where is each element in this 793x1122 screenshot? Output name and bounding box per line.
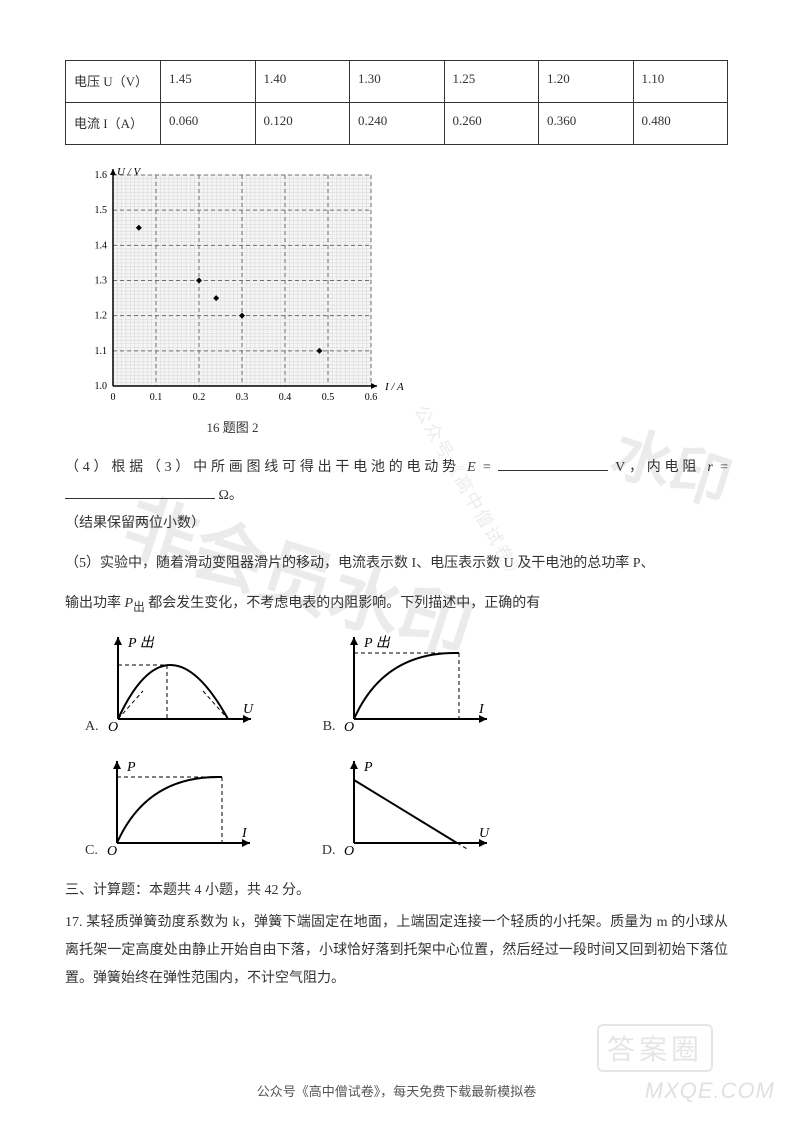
option-label: B. bbox=[323, 719, 336, 741]
svg-text:O: O bbox=[344, 844, 354, 859]
svg-text:I / A: I / A bbox=[384, 381, 404, 393]
svg-text:O: O bbox=[344, 720, 354, 735]
svg-text:1.6: 1.6 bbox=[95, 170, 108, 181]
svg-text:P 出: P 出 bbox=[127, 635, 155, 651]
option-chart-svg: O P 出 I bbox=[339, 631, 499, 741]
cell: 1.30 bbox=[350, 61, 445, 103]
q4-unit-ohm: Ω。 bbox=[219, 488, 243, 503]
grid-scatter-chart: 0 0.1 0.2 0.3 0.4 0.5 0.6 1.0 1.1 1.2 1.3 1.4 1.5 1.6… bbox=[75, 163, 728, 436]
svg-text:1.0: 1.0 bbox=[95, 381, 108, 392]
svg-text:U: U bbox=[243, 702, 254, 717]
cell: 1.25 bbox=[444, 61, 539, 103]
chart-caption: 16 题图 2 bbox=[85, 417, 380, 436]
option-chart-svg: O P I bbox=[102, 755, 262, 865]
cell: 0.120 bbox=[255, 103, 350, 145]
cell: 1.40 bbox=[255, 61, 350, 103]
blank-internal-r[interactable] bbox=[65, 485, 215, 499]
sub-out: 出 bbox=[133, 601, 145, 614]
q4-prefix: （4）根据（3）中所画图线可得出干电池的电动势 bbox=[65, 460, 467, 475]
svg-text:P: P bbox=[363, 760, 373, 775]
var-r: r bbox=[707, 460, 712, 475]
option-D[interactable]: D. O P U bbox=[322, 755, 500, 865]
svg-text:0.4: 0.4 bbox=[279, 392, 292, 403]
question-4: （4）根据（3）中所画图线可得出干电池的电动势 E = V，内电阻 r = Ω。… bbox=[65, 454, 728, 538]
cell: 1.10 bbox=[633, 61, 728, 103]
svg-text:0.2: 0.2 bbox=[193, 392, 206, 403]
svg-text:0.3: 0.3 bbox=[236, 392, 249, 403]
option-label: A. bbox=[85, 719, 99, 741]
cell: 0.060 bbox=[161, 103, 256, 145]
svg-text:1.2: 1.2 bbox=[95, 311, 108, 322]
svg-text:1.1: 1.1 bbox=[95, 346, 108, 357]
q5-l2-prefix: 输出功率 bbox=[65, 596, 125, 611]
cell: 1.45 bbox=[161, 61, 256, 103]
option-chart-svg: O P 出 U bbox=[103, 631, 263, 741]
q4-eq2: = bbox=[720, 460, 728, 475]
q4-eq: = bbox=[483, 460, 498, 475]
option-charts-row-1: A. O P 出 U B. O P 出 I bbox=[85, 631, 728, 741]
option-label: C. bbox=[85, 843, 98, 865]
question-5-line1: （5）实验中，随着滑动变阻器滑片的移动，电流表示数 I、电压表示数 U 及干电池… bbox=[65, 550, 728, 578]
question-5-line2: 输出功率 P出 都会发生变化，不考虑电表的内阻影响。下列描述中，正确的有 bbox=[65, 590, 728, 619]
question-17: 17. 某轻质弹簧劲度系数为 k，弹簧下端固定在地面，上端固定连接一个轻质的小托… bbox=[65, 909, 728, 993]
q4-suffix: （结果保留两位小数） bbox=[65, 516, 205, 531]
svg-text:P: P bbox=[126, 760, 136, 775]
svg-text:O: O bbox=[107, 844, 117, 859]
option-label: D. bbox=[322, 843, 336, 865]
svg-text:0: 0 bbox=[111, 392, 116, 403]
cell: 1.20 bbox=[539, 61, 634, 103]
option-C[interactable]: C. O P I bbox=[85, 755, 262, 865]
option-charts-row-2: C. O P I D. O P U bbox=[85, 755, 728, 865]
svg-text:O: O bbox=[108, 720, 118, 735]
q4-unitV: V，内电阻 bbox=[615, 460, 707, 475]
blank-emf[interactable] bbox=[498, 457, 608, 471]
svg-text:0.5: 0.5 bbox=[322, 392, 335, 403]
var-P: P bbox=[125, 596, 134, 611]
svg-text:U: U bbox=[479, 826, 490, 841]
data-table: 电压 U（V） 1.45 1.40 1.30 1.25 1.20 1.10 电流… bbox=[65, 60, 728, 145]
svg-text:1.3: 1.3 bbox=[95, 276, 108, 287]
svg-text:1.4: 1.4 bbox=[95, 240, 108, 251]
option-A[interactable]: A. O P 出 U bbox=[85, 631, 263, 741]
svg-text:0.6: 0.6 bbox=[365, 392, 378, 403]
svg-text:1.5: 1.5 bbox=[95, 205, 108, 216]
table-row: 电压 U（V） 1.45 1.40 1.30 1.25 1.20 1.10 bbox=[66, 61, 728, 103]
q5-l2-suffix: 都会发生变化，不考虑电表的内阻影响。下列描述中，正确的有 bbox=[148, 596, 540, 611]
page-footer: 公众号《高中僧试卷》，每天免费下载最新模拟卷 bbox=[0, 1081, 793, 1100]
row-header: 电压 U（V） bbox=[66, 61, 161, 103]
scatter-svg: 0 0.1 0.2 0.3 0.4 0.5 0.6 1.0 1.1 1.2 1.3 1.4 1.5 1.6… bbox=[75, 163, 405, 408]
var-E: E bbox=[467, 460, 476, 475]
cell: 0.480 bbox=[633, 103, 728, 145]
corner-badge: 答案圈 bbox=[597, 1024, 713, 1072]
svg-text:I: I bbox=[241, 826, 248, 841]
svg-text:I: I bbox=[478, 702, 485, 717]
cell: 0.260 bbox=[444, 103, 539, 145]
svg-text:P 出: P 出 bbox=[363, 635, 391, 651]
option-B[interactable]: B. O P 出 I bbox=[323, 631, 500, 741]
svg-text:U / V: U / V bbox=[117, 166, 142, 178]
table-row: 电流 I（A） 0.060 0.120 0.240 0.260 0.360 0.… bbox=[66, 103, 728, 145]
option-chart-svg: O P U bbox=[339, 755, 499, 865]
row-header: 电流 I（A） bbox=[66, 103, 161, 145]
section-3-title: 三、计算题：本题共 4 小题，共 42 分。 bbox=[65, 879, 728, 899]
cell: 0.240 bbox=[350, 103, 445, 145]
svg-text:0.1: 0.1 bbox=[150, 392, 163, 403]
cell: 0.360 bbox=[539, 103, 634, 145]
